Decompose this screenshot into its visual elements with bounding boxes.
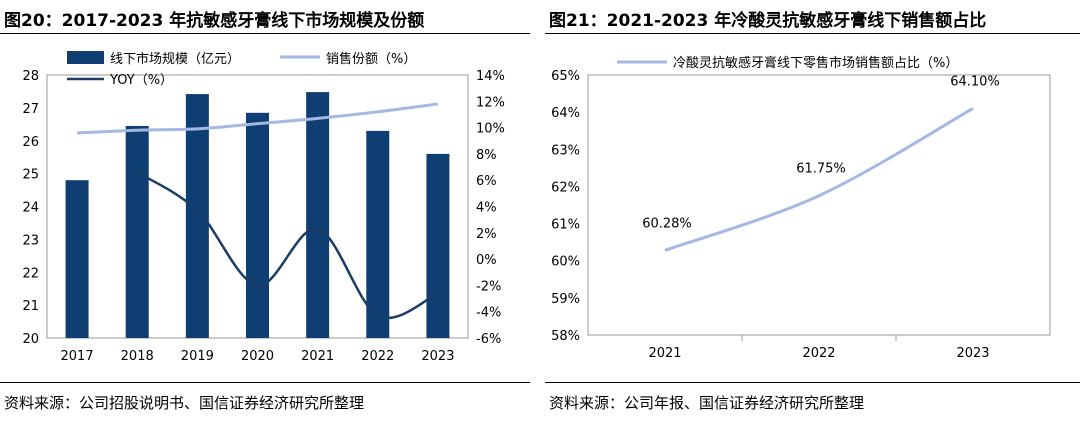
x-tick-label: 2021 xyxy=(301,349,334,364)
figure-21-source: 资料来源：公司年报、国信证券经济研究所整理 xyxy=(549,394,865,412)
y-right-tick-label: 2% xyxy=(476,227,497,242)
y-tick-label: 64% xyxy=(551,106,580,121)
y-left-tick-label: 26 xyxy=(22,135,39,150)
y-right-tick-label: 8% xyxy=(476,148,497,163)
y-tick-label: 61% xyxy=(551,218,580,233)
x-tick-label: 2020 xyxy=(241,349,274,364)
figure-20-top-rule xyxy=(0,33,530,34)
y-left-tick-label: 24 xyxy=(22,201,39,216)
y-tick-label: 65% xyxy=(551,69,580,84)
y-left-tick-label: 22 xyxy=(22,266,39,281)
x-tick-label: 2019 xyxy=(181,349,214,364)
legend-label-sales-share: 销售份额（%） xyxy=(326,51,416,67)
y-left-tick-label: 20 xyxy=(22,332,39,347)
line-share xyxy=(664,107,974,252)
plot-frame xyxy=(587,74,1051,336)
figure-21: 图21：2021-2023 年冷酸灵抗敏感牙膏线下销售额占比 58% 59% 60%… xyxy=(545,0,1080,441)
legend-label-yoy: YOY（%） xyxy=(109,73,173,88)
bar-market-size xyxy=(426,153,450,338)
y-tick-label: 63% xyxy=(551,143,580,158)
figure-20-title: 图20：2017-2023 年抗敏感牙膏线下市场规模及份额 xyxy=(4,11,425,31)
bar-market-size xyxy=(306,92,330,338)
x-tick-label: 2023 xyxy=(421,349,454,364)
data-label: 64.10% xyxy=(950,74,1000,89)
legend-label-share: 冷酸灵抗敏感牙膏线下零售市场销售额占比（%） xyxy=(673,55,958,71)
y-right-tick-label: 10% xyxy=(476,122,505,137)
y-right-tick-label: -6% xyxy=(476,332,501,347)
data-label: 60.28% xyxy=(642,216,692,231)
figure-21-title: 图21：2021-2023 年冷酸灵抗敏感牙膏线下销售额占比 xyxy=(549,11,987,31)
figure-21-top-rule xyxy=(545,33,1080,34)
y-left-tick-label: 28 xyxy=(22,69,39,84)
y-left-tick-label: 21 xyxy=(22,299,39,314)
y-right-tick-label: 0% xyxy=(476,253,497,268)
chart-offline-market-size: 202122232425262728-6%-4%-2%0%2%4%6%8%10%… xyxy=(22,51,505,364)
x-tick-label: 2022 xyxy=(802,346,835,361)
y-tick-label: 59% xyxy=(551,292,580,307)
figure-20-bottom-rule xyxy=(0,382,530,383)
bar-market-size xyxy=(366,130,390,338)
x-tick-label: 2017 xyxy=(61,349,94,364)
figure-21-bottom-rule xyxy=(545,382,1080,383)
y-right-tick-label: 12% xyxy=(476,95,505,110)
y-left-tick-label: 23 xyxy=(22,233,39,248)
data-label: 61.75% xyxy=(796,162,846,177)
line-yoy xyxy=(136,171,439,320)
x-tick-label: 2022 xyxy=(361,349,394,364)
x-tick-label: 2018 xyxy=(121,349,154,364)
y-right-tick-label: -4% xyxy=(476,306,501,321)
bar-market-size xyxy=(246,112,269,339)
y-right-tick-label: -2% xyxy=(476,279,501,294)
figure-20-source: 资料来源：公司招股说明书、国信证券经济研究所整理 xyxy=(4,394,365,412)
y-tick-label: 62% xyxy=(551,180,580,195)
figure-20: 图20：2017-2023 年抗敏感牙膏线下市场规模及份额 20 21 22 23 24… xyxy=(0,0,530,441)
y-left-tick-label: 27 xyxy=(22,102,39,117)
chart-lengsuanling-share: 58% 59% 60% 61% 62% 63% 64% 65% 2021 2022 2023 60.2… xyxy=(551,55,1051,361)
y-right-tick-label: 4% xyxy=(476,201,497,216)
bar-market-size xyxy=(65,180,89,338)
legend-label-market-size: 线下市场规模（亿元） xyxy=(110,51,240,67)
y-right-tick-label: 6% xyxy=(476,174,497,189)
y-right-tick-label: 14% xyxy=(476,69,505,84)
line-sales-share xyxy=(77,102,439,135)
x-tick-label: 2021 xyxy=(648,346,681,361)
y-tick-label: 58% xyxy=(551,329,580,344)
y-left-tick-label: 25 xyxy=(22,168,39,183)
legend-swatch-market-size xyxy=(67,51,104,64)
x-tick-label: 2023 xyxy=(956,346,989,361)
bar-market-size xyxy=(185,94,209,338)
bar-market-size xyxy=(125,125,149,338)
y-tick-label: 60% xyxy=(551,255,580,270)
